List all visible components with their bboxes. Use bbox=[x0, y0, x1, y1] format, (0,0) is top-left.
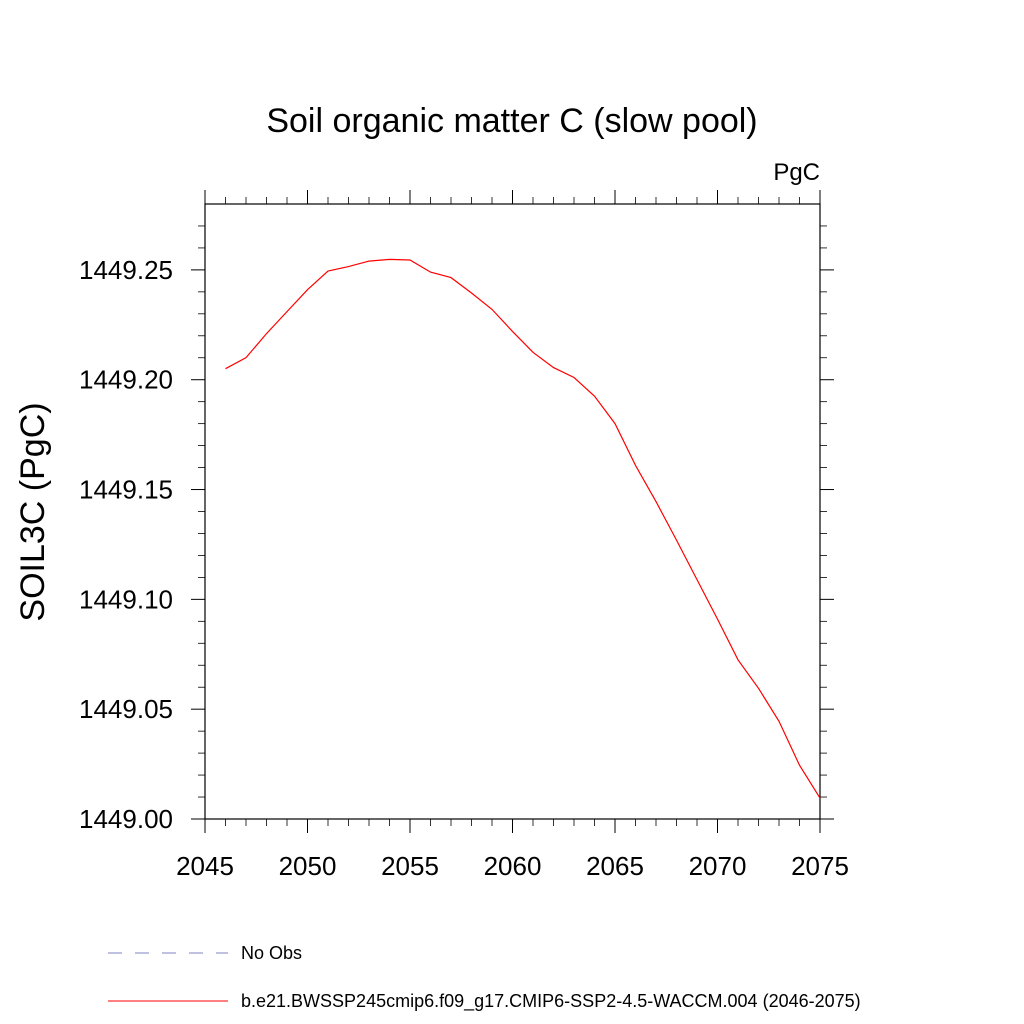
x-tick-label: 2055 bbox=[381, 851, 439, 881]
plot-frame bbox=[204, 203, 821, 820]
x-tick-label: 2050 bbox=[279, 851, 337, 881]
y-axis-label: SOIL3C (PgC) bbox=[14, 402, 52, 621]
tick-labels: 2045 2050 2055 2060 2065 2070 2075 1449.00 1449.… bbox=[79, 255, 849, 881]
units-label: PgC bbox=[773, 159, 820, 186]
x-tick-label: 2065 bbox=[586, 851, 644, 881]
legend-label-model: b.e21.BWSSP245cmip6.f09_g17.CMIP6-SSP2-4… bbox=[241, 991, 861, 1012]
x-tick-label: 2070 bbox=[689, 851, 747, 881]
x-tick-label: 2045 bbox=[176, 851, 234, 881]
y-tick-label: 1449.20 bbox=[79, 365, 173, 395]
y-tick-label: 1449.10 bbox=[79, 584, 173, 614]
legend: No Obs b.e21.BWSSP245cmip6.f09_g17.CMIP6… bbox=[108, 943, 861, 1012]
axis-ticks bbox=[191, 190, 834, 833]
series-line bbox=[225, 258, 821, 799]
y-tick-label: 1449.15 bbox=[79, 475, 173, 505]
x-tick-label: 2060 bbox=[484, 851, 542, 881]
x-tick-label: 2075 bbox=[791, 851, 849, 881]
y-tick-label: 1449.25 bbox=[79, 255, 173, 285]
series-layer bbox=[225, 258, 821, 799]
chart-title: Soil organic matter C (slow pool) bbox=[266, 102, 757, 140]
y-tick-label: 1449.05 bbox=[79, 694, 173, 724]
y-tick-label: 1449.00 bbox=[79, 804, 173, 834]
legend-label-no-obs: No Obs bbox=[241, 943, 302, 963]
